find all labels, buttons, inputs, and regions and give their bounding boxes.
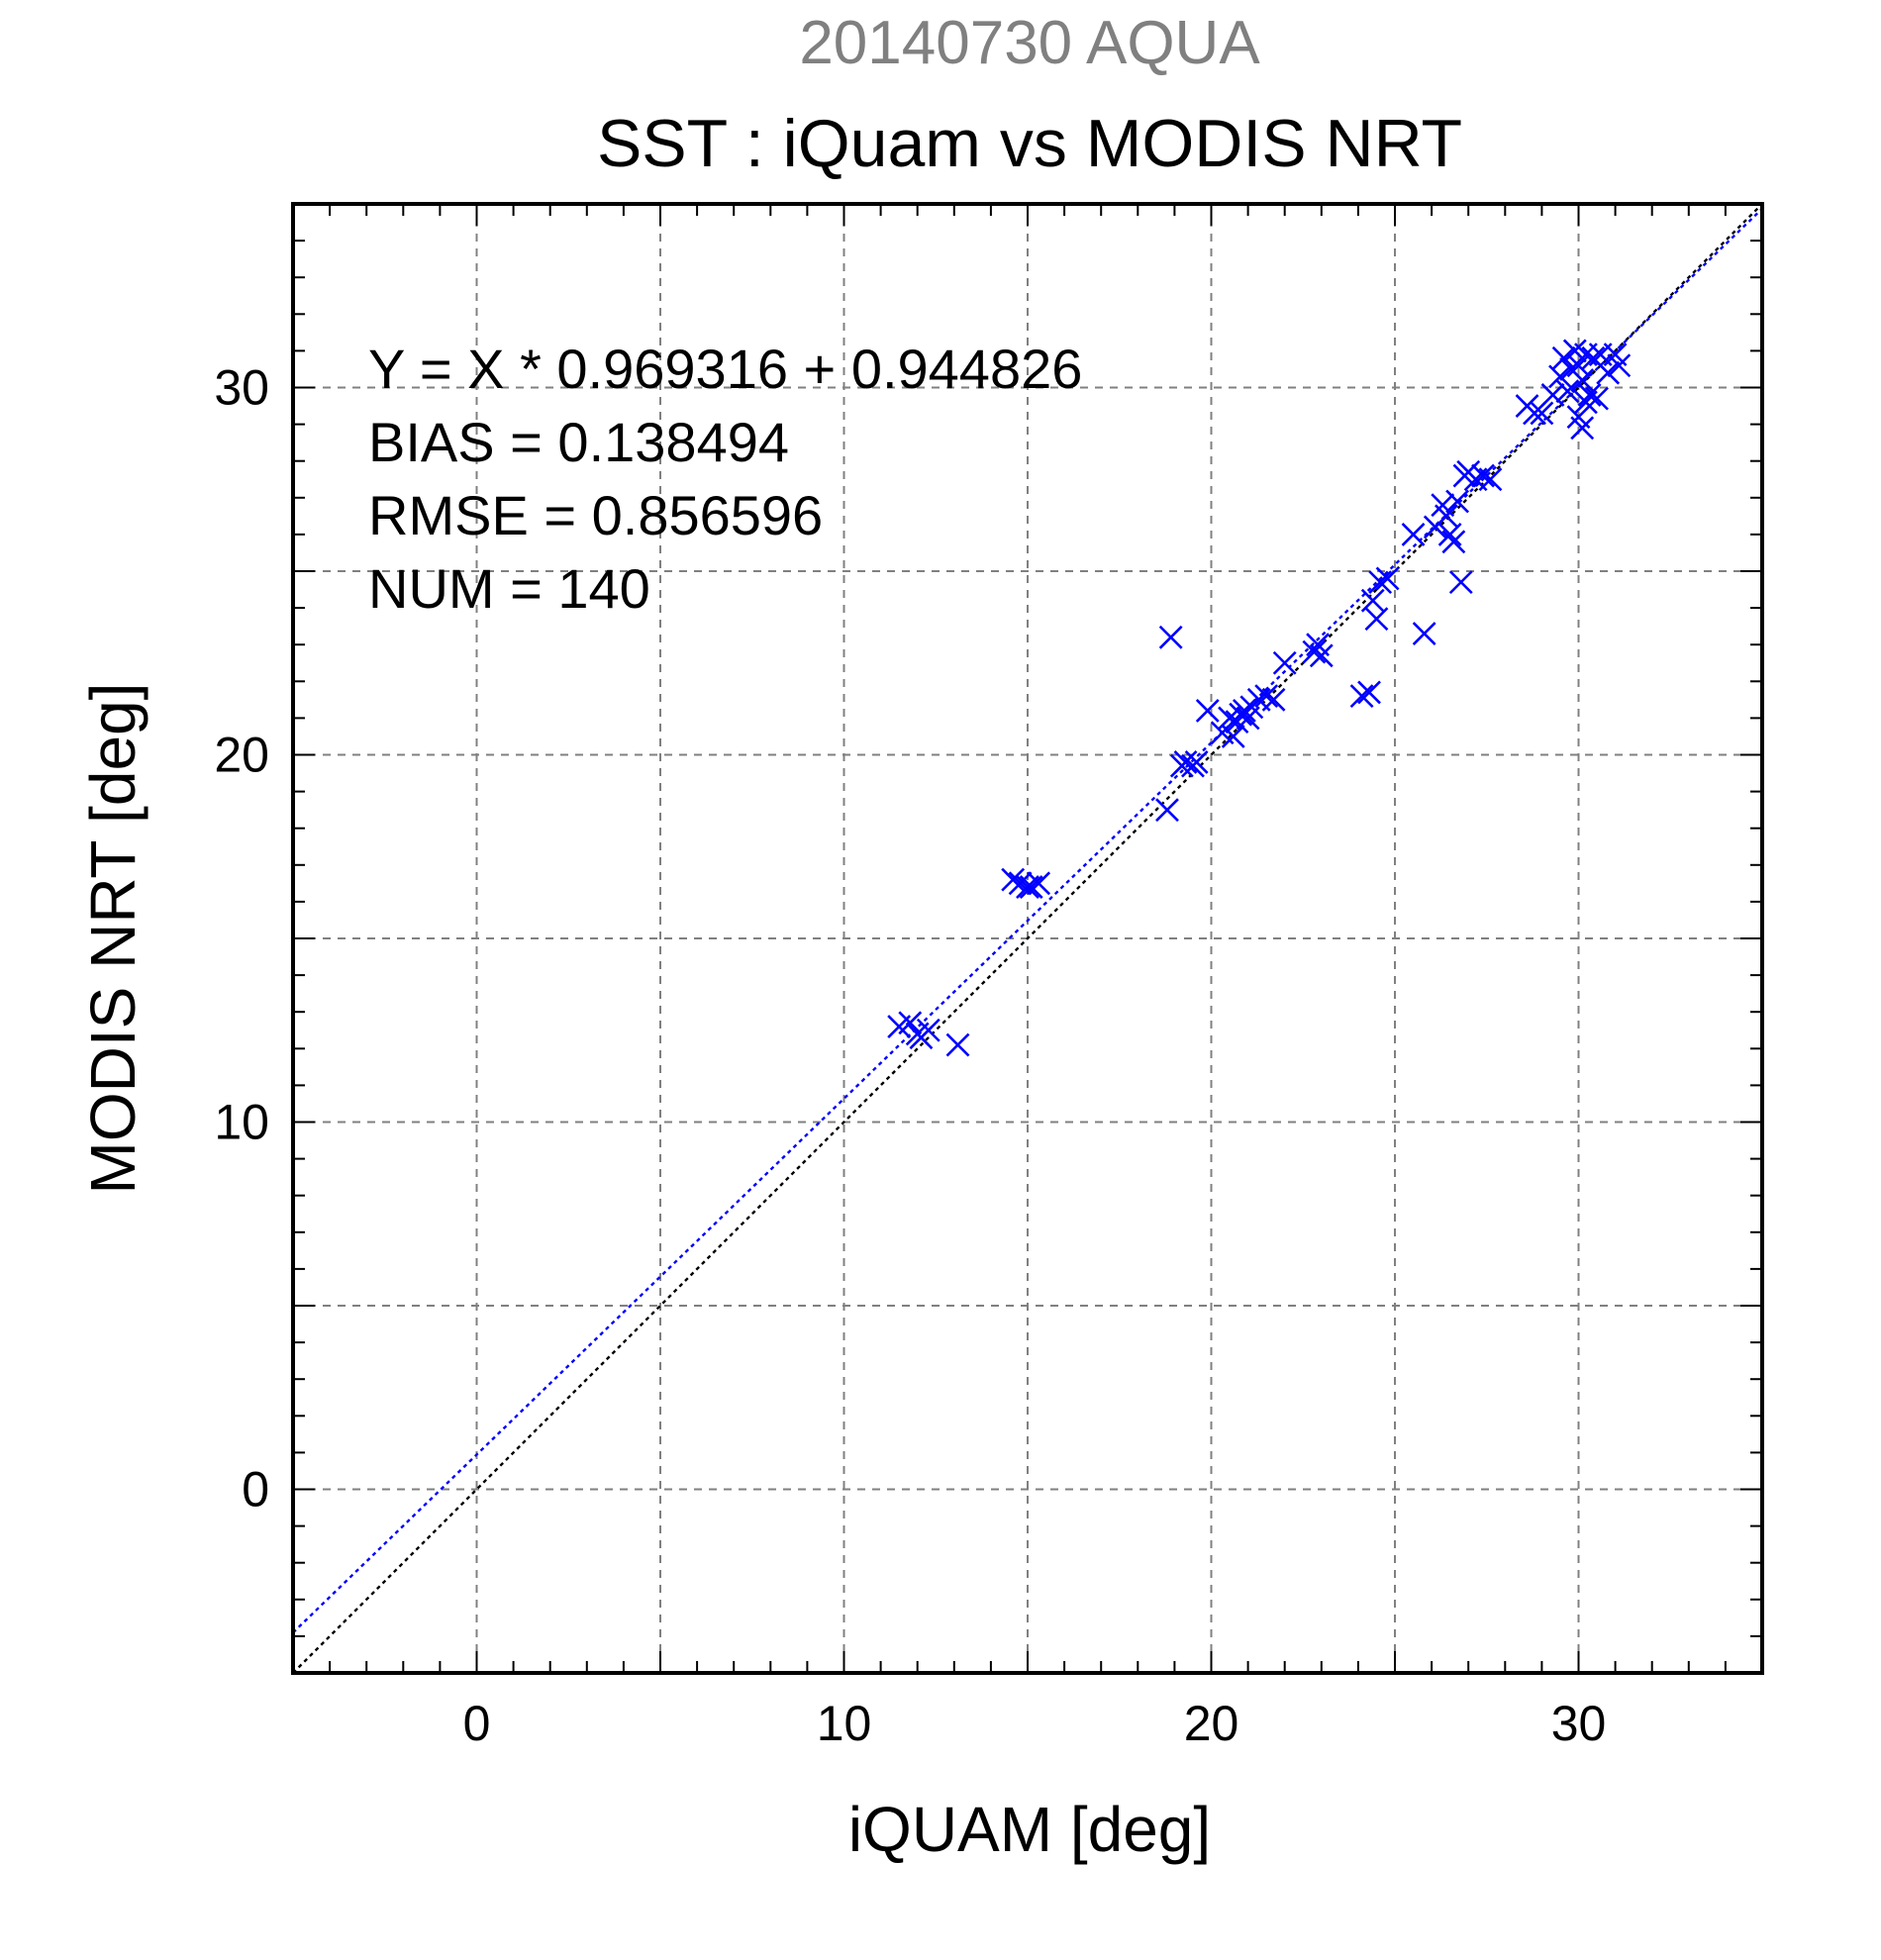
rmse-value: RMSE = 0.856596 [368, 484, 823, 546]
y-tick-label: 20 [214, 728, 269, 783]
data-point-marker [1412, 622, 1436, 645]
x-tick-label: 10 [817, 1696, 872, 1751]
data-point-marker [1027, 871, 1051, 896]
data-point-marker [1551, 345, 1576, 370]
data-point-marker [1596, 360, 1621, 385]
data-point-marker [1155, 798, 1179, 823]
data-point-marker [1448, 570, 1473, 595]
data-point-marker [1019, 875, 1043, 899]
data-point-marker [1570, 368, 1595, 392]
data-point-marker [1478, 467, 1503, 492]
regression-line [292, 207, 1763, 1634]
statistics-annotation: Y = X * 0.969316 + 0.944826 BIAS = 0.138… [368, 338, 1082, 620]
data-point-marker [1570, 416, 1595, 441]
data-point-marker [916, 1018, 940, 1042]
data-point-marker [1309, 643, 1334, 668]
data-point-marker [1548, 364, 1572, 389]
data-point-marker [1302, 639, 1327, 664]
x-tick-label: 0 [463, 1696, 491, 1751]
data-point-marker [1435, 504, 1458, 529]
data-point-marker [1368, 570, 1393, 595]
data-point-marker [1254, 684, 1279, 709]
data-point-marker [1585, 386, 1609, 411]
data-point-marker [1577, 383, 1602, 407]
data-points [887, 339, 1632, 1057]
data-point-marker [1441, 530, 1466, 554]
data-point-marker [1375, 566, 1400, 591]
data-point-marker [1364, 607, 1389, 632]
data-point-marker [1261, 687, 1286, 712]
regression-equation: Y = X * 0.969316 + 0.944826 [368, 338, 1082, 400]
data-point-marker [1272, 650, 1297, 675]
data-point-marker [1401, 522, 1426, 546]
data-point-marker [1357, 680, 1381, 705]
data-point-marker [1471, 463, 1495, 488]
x-tick-label: 20 [1184, 1696, 1239, 1751]
bias-value: BIAS = 0.138494 [368, 411, 789, 473]
data-point-marker [1523, 401, 1546, 426]
y-tick-label: 0 [242, 1462, 269, 1518]
x-tick-labels: 0 10 20 30 [463, 1696, 1607, 1751]
y-tick-labels: 0 10 20 30 [214, 360, 269, 1518]
data-point-marker [1221, 725, 1245, 748]
identity-line [292, 203, 1763, 1674]
grid-lines [293, 204, 1762, 1673]
data-point-marker [1555, 379, 1580, 404]
data-point-marker [1437, 522, 1462, 546]
y-tick-label: 30 [214, 360, 269, 416]
data-point-marker [1360, 588, 1385, 613]
data-point-marker [1445, 489, 1469, 514]
x-axis-label: iQUAM [deg] [848, 1794, 1211, 1865]
data-point-marker [1540, 383, 1565, 407]
chart-title: 20140730 AQUA [799, 9, 1260, 77]
y-axis-label: MODIS NRT [deg] [77, 683, 148, 1195]
data-point-marker [898, 1011, 923, 1035]
plot-frame [291, 202, 1764, 1675]
data-point-marker [1173, 750, 1198, 774]
data-point-marker [1607, 353, 1632, 378]
x-tick-label: 30 [1551, 1696, 1607, 1751]
data-point-marker [1349, 684, 1374, 709]
data-point-marker [1184, 750, 1209, 774]
reference-lines [292, 203, 1763, 1674]
data-point-marker [1001, 867, 1026, 892]
data-point-marker [1158, 625, 1183, 649]
data-point-marker [1566, 353, 1591, 378]
y-tick-label: 10 [214, 1095, 269, 1150]
chart-subtitle: SST : iQuam vs MODIS NRT [597, 106, 1462, 181]
data-point-marker [1232, 699, 1256, 723]
data-point-marker [1195, 699, 1220, 723]
data-point-marker [945, 1032, 970, 1057]
data-point-marker [1530, 401, 1554, 426]
num-value: NUM = 140 [368, 557, 650, 620]
